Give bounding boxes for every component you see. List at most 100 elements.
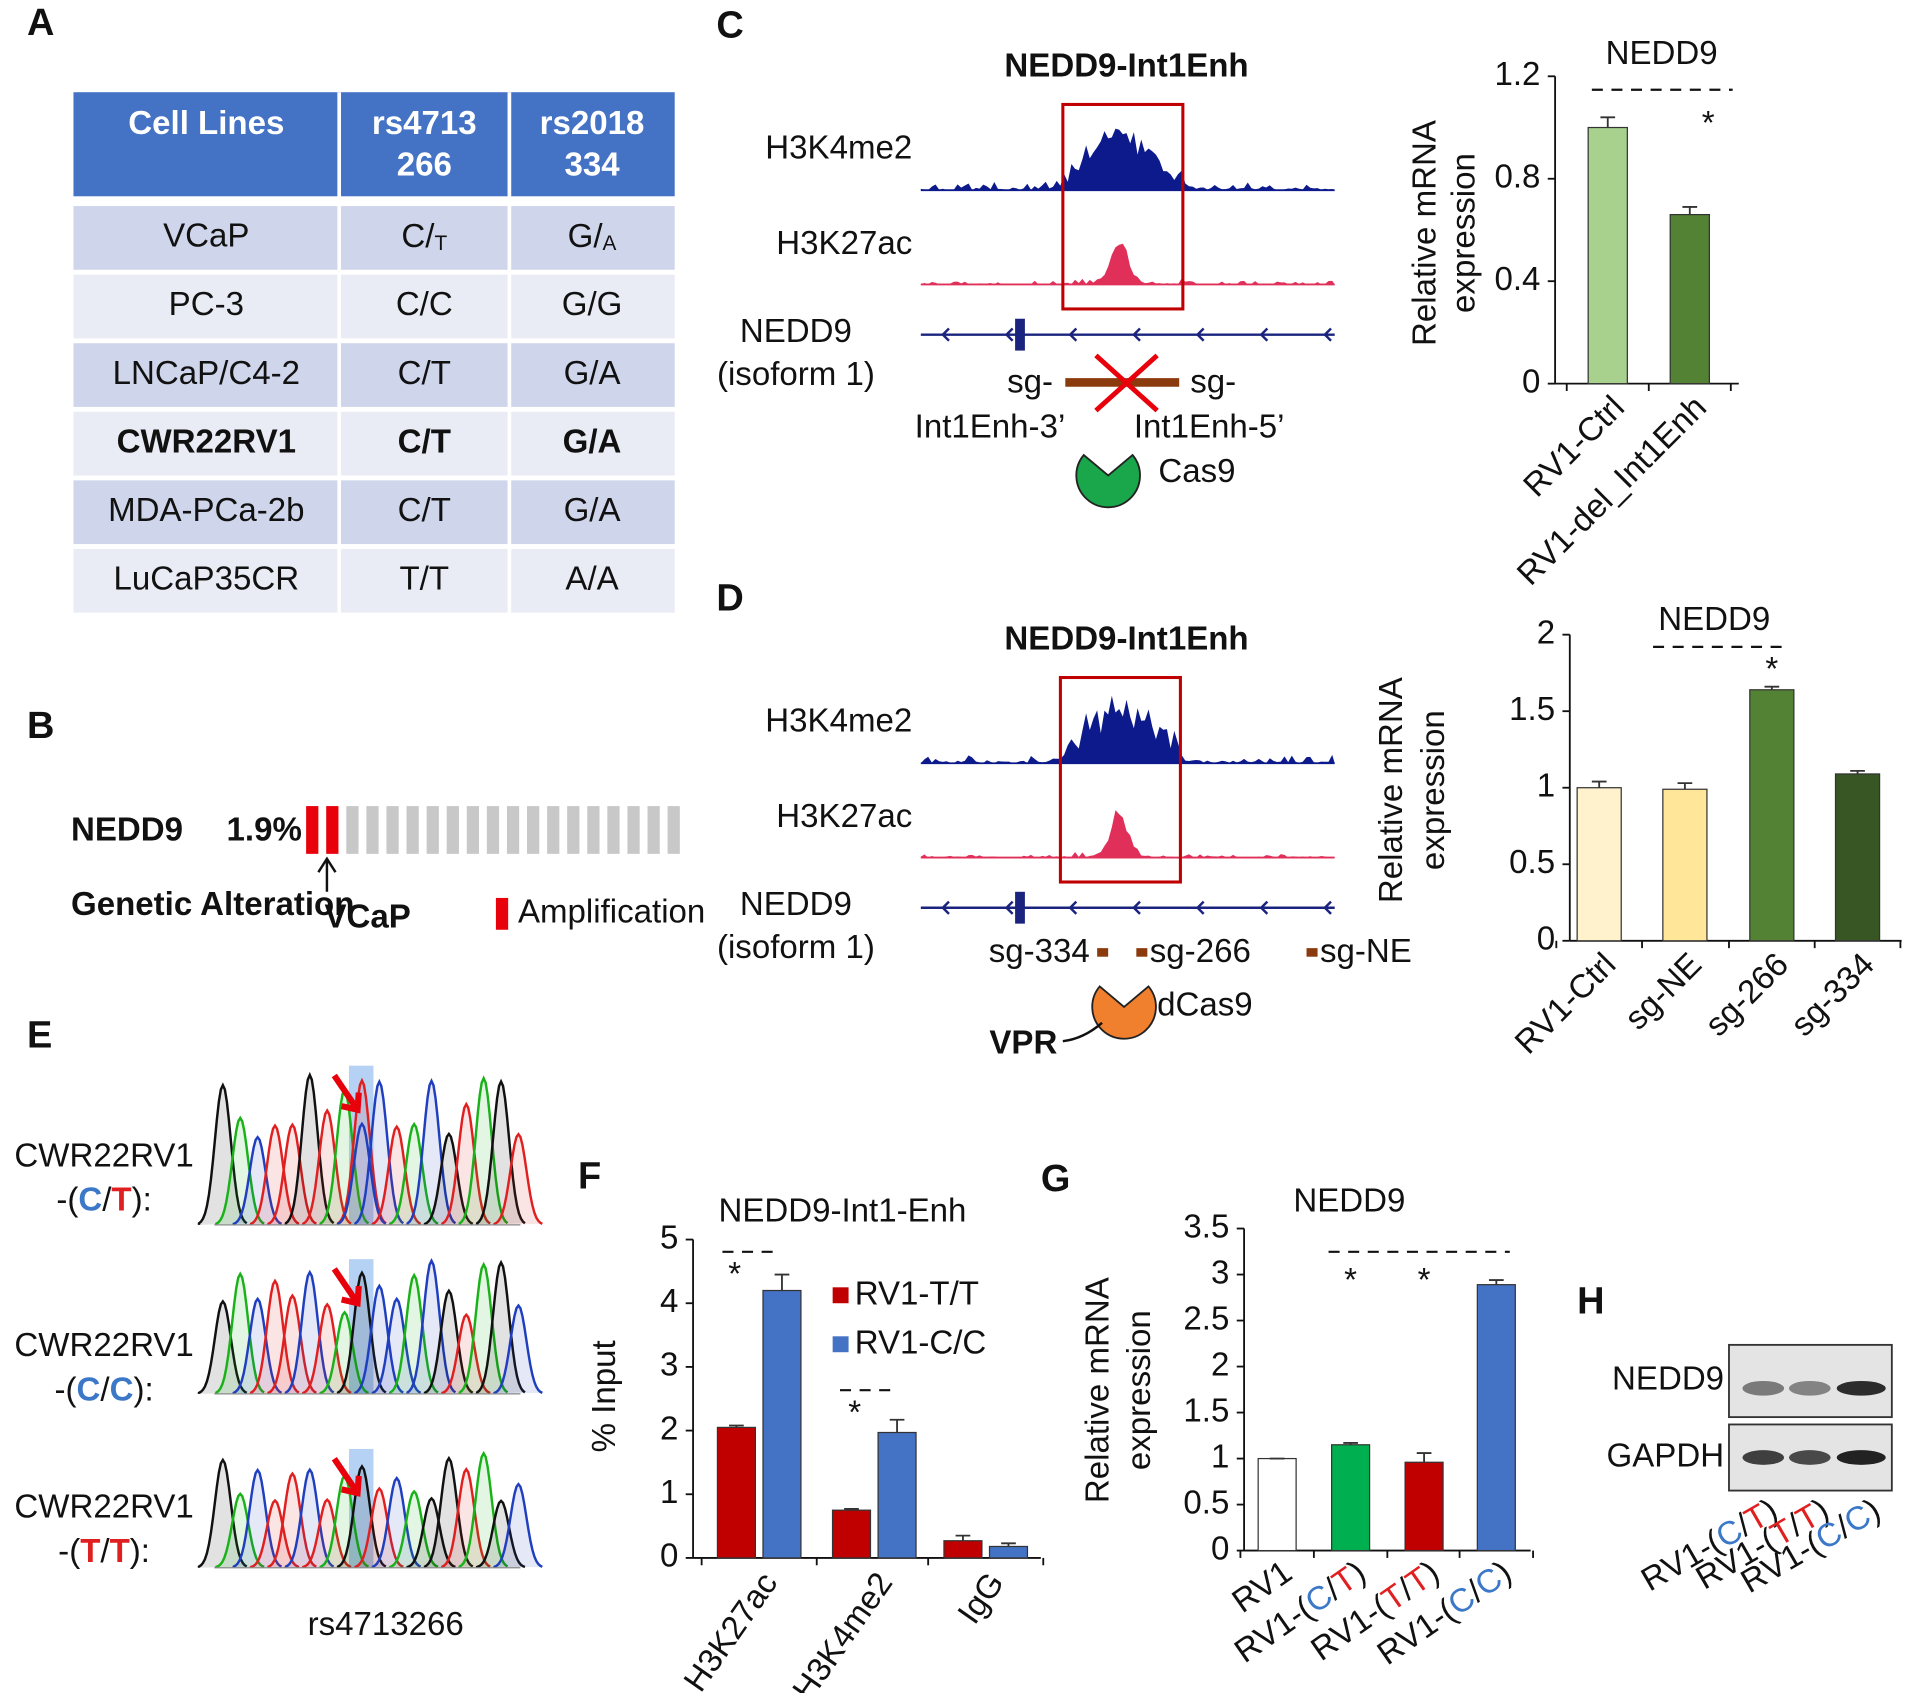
y-axis-label: expression [1121, 1310, 1158, 1470]
y-tick-label: 2 [1537, 614, 1555, 651]
bar [877, 1431, 917, 1559]
activator-label: VPR [989, 1025, 1057, 1062]
bar [1587, 126, 1628, 385]
table-cell: C/C [396, 286, 453, 323]
genotype-label: -(C/C): [54, 1371, 153, 1408]
guide-label: Int1Enh-5’ [1134, 409, 1285, 446]
chromatogram-peak [475, 1078, 526, 1225]
alteration-label: Genetic Alteration [71, 886, 354, 923]
table-cell: LuCaP35CR [114, 561, 300, 598]
bar [988, 1545, 1029, 1559]
chromatogram-peak [389, 1489, 439, 1568]
snp-arrow [331, 1267, 362, 1308]
table-header-cell: rs4713 [372, 105, 477, 142]
chromatogram-peak [493, 1482, 543, 1568]
chevron [1132, 327, 1141, 342]
chevron [1068, 327, 1078, 342]
table-header [73, 92, 675, 197]
blot-strip [1728, 1343, 1893, 1419]
table-cell: G/A [564, 355, 621, 392]
chromatogram-peak [371, 1476, 422, 1568]
chromatogram-peak [406, 1077, 457, 1225]
sample-bar [667, 806, 680, 854]
signal-track [920, 810, 1335, 858]
guide-label: sg- [1007, 363, 1053, 400]
panel-label: D [716, 577, 743, 619]
chromatogram-peak [267, 1122, 317, 1225]
chevron [1323, 900, 1332, 915]
error-bar [1343, 1442, 1358, 1445]
panel-label: F [578, 1155, 601, 1197]
signal-track [920, 695, 1335, 764]
gene-label: NEDD9 [71, 812, 183, 849]
chevron [941, 327, 950, 342]
error-bar [955, 1534, 971, 1541]
x-tick-label: RV1-(C/C) [1371, 1554, 1519, 1673]
gene-label: NEDD9 [740, 886, 852, 923]
legend-label: Amplification [518, 894, 705, 931]
y-tick-label: 3 [660, 1347, 678, 1384]
table-cell: G/A [563, 423, 622, 460]
y-axis-label: expression [1445, 153, 1482, 313]
sample-bar [306, 806, 319, 854]
chevron [1195, 327, 1205, 342]
linker [1062, 1021, 1103, 1043]
sample-bar [386, 806, 399, 854]
chromatogram-peak [441, 1467, 491, 1568]
chromatogram-peak [267, 1471, 317, 1568]
sample-bar [567, 806, 580, 854]
x-tick-label: sg-NE [1618, 946, 1709, 1037]
table-header-cell: rs2018 [540, 105, 645, 142]
bar [831, 1509, 872, 1559]
bar [1576, 787, 1622, 942]
diagram-title: NEDD9-Int1Enh [1004, 621, 1248, 658]
error-bar [1850, 769, 1865, 774]
y-axis-label: expression [1415, 710, 1452, 870]
error-bar [729, 1424, 744, 1428]
error-bar [774, 1273, 790, 1291]
chromatogram-peak [441, 1312, 491, 1395]
table-cell: A/A [565, 561, 618, 598]
significance-star: * [1418, 1262, 1431, 1299]
alteration-percent: 1.9% [227, 812, 302, 849]
signal-track [920, 243, 1335, 285]
blot-band [1742, 1380, 1785, 1396]
table-row [73, 343, 675, 407]
table-cell: LNCaP/C4-2 [113, 355, 300, 392]
sample-label: CWR22RV1 [14, 1137, 193, 1174]
y-tick-label: 3 [1211, 1254, 1229, 1291]
guide-label: sg-NE [1320, 933, 1412, 970]
chromatogram-peak [197, 1299, 248, 1394]
chromatogram-peak [197, 1457, 248, 1568]
legend-label: RV1-T/T [855, 1276, 979, 1313]
significance-star: * [1765, 651, 1778, 688]
sample-bar [346, 806, 359, 854]
signal-track [920, 128, 1335, 191]
table-header-cell: 334 [564, 147, 620, 184]
snp-label: rs4713266 [308, 1606, 464, 1643]
track-label: H3K4me2 [765, 129, 912, 166]
legend-label: RV1-C/C [855, 1325, 987, 1362]
region-box [1058, 675, 1182, 884]
y-axis-label: Relative mRNA [1406, 120, 1443, 346]
bar [1669, 213, 1710, 385]
table-cell: C/T [398, 423, 451, 460]
genotype-label: -(T/T): [58, 1533, 150, 1570]
panel-label: E [27, 1015, 52, 1057]
panel-label: C [716, 4, 743, 46]
error-bar [1488, 1279, 1504, 1285]
y-axis-label: Relative mRNA [1079, 1277, 1116, 1503]
sample-bar [527, 806, 540, 854]
sample-label: CWR22RV1 [14, 1489, 193, 1526]
gene-label: NEDD9 [740, 313, 852, 350]
chromatogram-peak [493, 1303, 543, 1394]
chromatogram-peak [354, 1283, 404, 1394]
bar [1257, 1457, 1297, 1552]
y-tick-label: 0.8 [1494, 158, 1540, 195]
chromatogram-peak [232, 1467, 283, 1568]
table-cell: C/T [398, 492, 451, 529]
lane-label: RV1-(T/T) [1690, 1491, 1836, 1597]
bar [1476, 1284, 1516, 1552]
table-row [73, 206, 675, 270]
blot-band [1788, 1450, 1831, 1465]
